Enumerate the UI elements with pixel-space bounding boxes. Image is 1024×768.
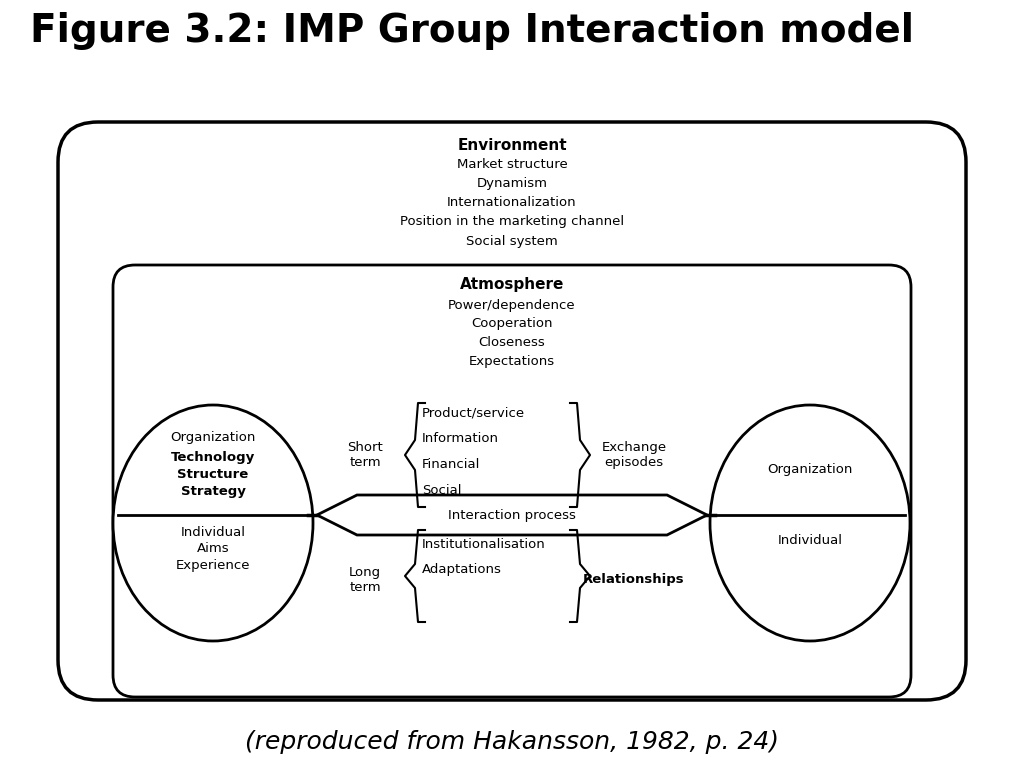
Text: Position in the marketing channel: Position in the marketing channel [400, 216, 624, 229]
Text: Financial: Financial [422, 458, 480, 472]
Text: Experience: Experience [176, 560, 250, 572]
Text: Individual: Individual [777, 534, 843, 547]
Text: Relationships: Relationships [584, 574, 685, 587]
Text: Environment: Environment [457, 137, 567, 153]
Text: Long
term: Long term [349, 566, 381, 594]
Text: Social system: Social system [466, 234, 558, 247]
Ellipse shape [113, 405, 313, 641]
Text: Short
term: Short term [347, 441, 383, 469]
FancyBboxPatch shape [58, 122, 966, 700]
Text: Power/dependence: Power/dependence [449, 299, 575, 312]
Text: Internationalization: Internationalization [447, 197, 577, 210]
Text: Technology: Technology [171, 452, 255, 465]
Polygon shape [317, 495, 707, 535]
Text: Market structure: Market structure [457, 158, 567, 171]
Text: (reproduced from Hakansson, 1982, p. 24): (reproduced from Hakansson, 1982, p. 24) [245, 730, 779, 754]
Text: Atmosphere: Atmosphere [460, 277, 564, 293]
Text: Structure: Structure [177, 468, 249, 482]
Text: Expectations: Expectations [469, 356, 555, 369]
Text: Organization: Organization [170, 431, 256, 443]
Text: Product/service: Product/service [422, 406, 525, 419]
Text: Individual: Individual [180, 525, 246, 538]
Text: Strategy: Strategy [180, 485, 246, 498]
Text: Social: Social [422, 485, 462, 498]
Text: Closeness: Closeness [478, 336, 546, 349]
Text: Organization: Organization [767, 464, 853, 476]
Text: Adaptations: Adaptations [422, 564, 502, 577]
Text: Interaction process: Interaction process [449, 508, 575, 521]
Ellipse shape [710, 405, 910, 641]
Text: Exchange
episodes: Exchange episodes [601, 441, 667, 469]
Text: Dynamism: Dynamism [476, 177, 548, 190]
Text: Institutionalisation: Institutionalisation [422, 538, 546, 551]
Text: Aims: Aims [197, 542, 229, 555]
Text: Cooperation: Cooperation [471, 317, 553, 330]
FancyBboxPatch shape [113, 265, 911, 697]
Text: Information: Information [422, 432, 499, 445]
Text: Figure 3.2: IMP Group Interaction model: Figure 3.2: IMP Group Interaction model [30, 12, 914, 50]
